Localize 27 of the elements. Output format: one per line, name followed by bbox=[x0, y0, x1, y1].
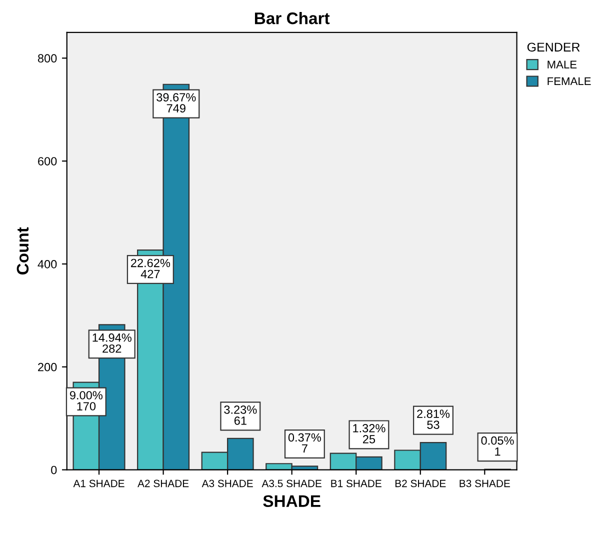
y-tick-label: 400 bbox=[38, 260, 57, 268]
data-label: 2.81% 53 bbox=[417, 410, 450, 429]
x-axis-title: SHADE bbox=[263, 495, 320, 508]
x-tick-label: B2 SHADE bbox=[395, 480, 446, 488]
x-tick-label: B3 SHADE bbox=[460, 480, 510, 488]
data-label: 1.32% 25 bbox=[353, 424, 386, 444]
data-label: 0.37% 7 bbox=[288, 433, 322, 453]
data-label: 0.05% 1 bbox=[481, 436, 514, 456]
legend-label: FEMALE bbox=[548, 77, 591, 86]
y-tick-label: 0 bbox=[51, 466, 57, 474]
data-label: 3.23% 61 bbox=[224, 405, 257, 425]
x-tick-label: B1 SHADE bbox=[331, 480, 382, 488]
y-tick-label: 200 bbox=[38, 362, 57, 372]
data-label: 9.00% 170 bbox=[70, 391, 102, 410]
x-tick-label: A1 SHADE bbox=[73, 480, 124, 488]
x-tick-label: A3.5 SHADE bbox=[262, 480, 322, 488]
y-tick-label: 800 bbox=[38, 54, 57, 63]
x-tick-label: A2 SHADE bbox=[138, 480, 189, 488]
data-label: 39.67% 749 bbox=[156, 93, 196, 112]
legend-title: GENDER bbox=[527, 42, 580, 52]
chart-title: Bar Chart bbox=[254, 12, 330, 24]
y-tick-label: 600 bbox=[38, 157, 57, 166]
y-axis-title: Count bbox=[16, 227, 29, 274]
legend-label: MALE bbox=[548, 60, 577, 68]
x-tick-label: A3 SHADE bbox=[202, 480, 253, 488]
data-label: 22.62% 427 bbox=[131, 258, 170, 278]
data-label: 14.94% 282 bbox=[92, 333, 132, 353]
